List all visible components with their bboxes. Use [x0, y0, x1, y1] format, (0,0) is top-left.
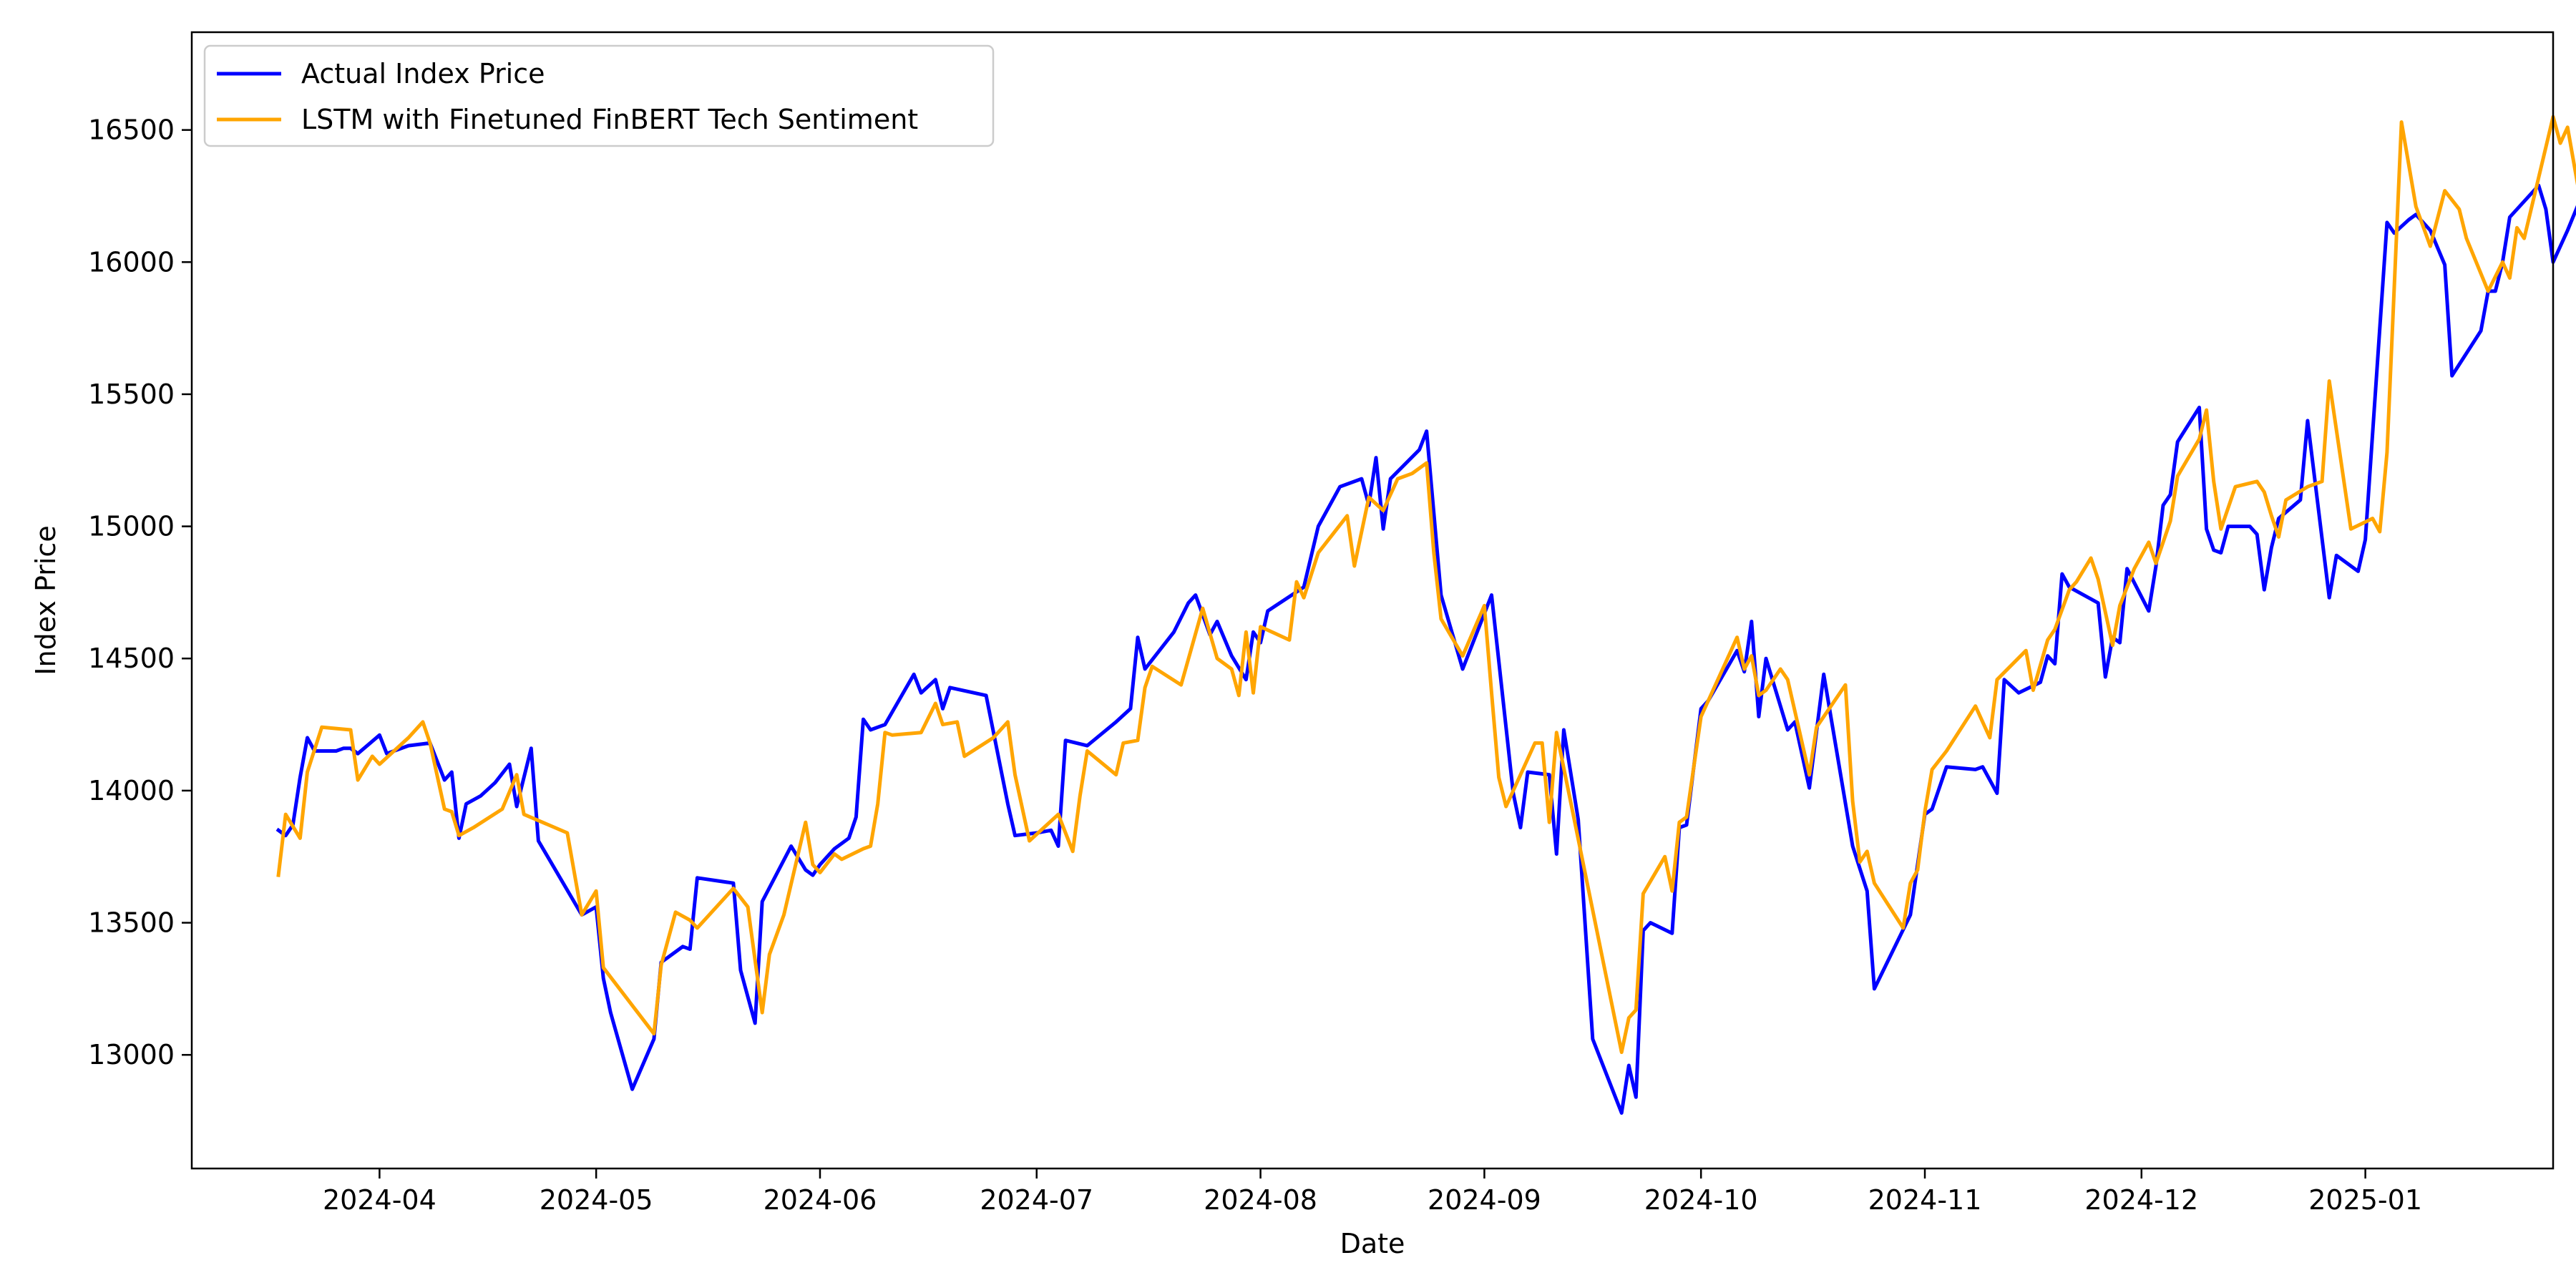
series-line-lstm: [276, 114, 2576, 1054]
legend-label-actual: Actual Index Price: [301, 58, 545, 89]
x-tick-label: 2024-04: [323, 1184, 436, 1216]
x-tick-label: 2024-09: [1428, 1184, 1541, 1216]
x-tick-label: 2024-08: [1204, 1184, 1317, 1216]
x-tick-label: 2024-11: [1868, 1184, 1982, 1216]
y-tick-label: 16000: [88, 246, 175, 278]
x-tick-label: 2025-01: [2308, 1184, 2422, 1216]
y-tick-label: 13500: [88, 907, 175, 939]
x-tick-label: 2024-10: [1644, 1184, 1758, 1216]
y-axis-ticks: 13000 13500 14000 14500 15000 15500 16000 16500: [88, 114, 192, 1070]
x-tick-label: 2024-06: [763, 1184, 877, 1216]
y-tick-label: 15000: [88, 511, 175, 542]
x-tick-label: 2024-12: [2084, 1184, 2198, 1216]
legend: Actual Index Price LSTM with Finetuned F…: [203, 44, 995, 147]
legend-label-lstm: LSTM with Finetuned FinBERT Tech Sentime…: [301, 104, 918, 135]
y-tick-label: 16500: [88, 114, 175, 146]
y-tick-label: 14000: [88, 775, 175, 806]
plot-frame: [190, 31, 2555, 1170]
legend-box: [203, 44, 995, 147]
x-tick-label: 2024-05: [540, 1184, 653, 1216]
y-axis-label: Index Price: [30, 525, 62, 675]
x-tick-label: 2024-07: [980, 1184, 1093, 1216]
x-axis-ticks: 2024-04 2024-05 2024-06 2024-07 2024-08 2024-…: [323, 1169, 2422, 1216]
y-tick-label: 14500: [88, 643, 175, 674]
y-tick-label: 15500: [88, 379, 175, 410]
y-tick-label: 13000: [88, 1039, 175, 1070]
plot-lines: [275, 114, 2576, 1115]
x-axis-label: Date: [1340, 1228, 1405, 1259]
